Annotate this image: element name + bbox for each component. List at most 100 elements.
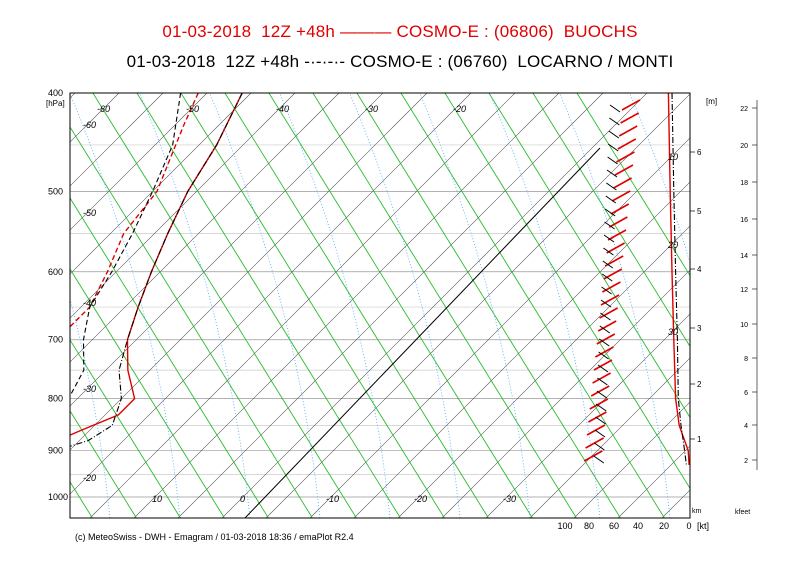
isotherm-label: -60 bbox=[97, 104, 110, 114]
height-tick-label: 5 bbox=[697, 207, 702, 216]
kfeet-tick-label: 18 bbox=[740, 180, 748, 187]
wind-barb-red bbox=[600, 294, 620, 306]
isotherm-label: -20 bbox=[83, 473, 96, 483]
isotherm-label: -50 bbox=[186, 104, 199, 114]
wind-barb-red bbox=[599, 307, 618, 319]
dry-adiabat-line bbox=[224, 93, 489, 518]
height-tick-label: 6 bbox=[697, 148, 702, 157]
wind-scale-label: 20 bbox=[667, 240, 678, 250]
wind-barb-red bbox=[606, 242, 625, 254]
wind-scale-label: 30 bbox=[668, 327, 678, 337]
height-tick-label: 3 bbox=[697, 324, 702, 333]
isotherm-line bbox=[441, 269, 690, 518]
isotherm-line bbox=[573, 401, 690, 518]
isotherm-label: -50 bbox=[83, 208, 96, 218]
wind-barb-black bbox=[593, 455, 605, 464]
kfeet-tick-label: 20 bbox=[740, 143, 748, 150]
wind-tick-label: 0 bbox=[686, 521, 691, 531]
wind-barb-black bbox=[598, 338, 610, 347]
kfeet-tick-label: 8 bbox=[744, 356, 748, 363]
moist-adiabat-line bbox=[489, 93, 601, 518]
series-line-1 bbox=[70, 93, 199, 328]
wind-barb-black bbox=[600, 312, 611, 321]
pressure-unit-label: [hPa] bbox=[46, 99, 65, 108]
wind-barb-red bbox=[613, 177, 632, 189]
temperature-tick-label: 0 bbox=[240, 494, 245, 504]
isotherm-line bbox=[0, 34, 90, 539]
wind-barb-black bbox=[607, 143, 619, 152]
isotherm-line bbox=[70, 93, 76, 99]
footer-credit: (c) MeteoSwiss - DWH - Emagram / 01-03-2… bbox=[75, 532, 354, 542]
wind-tick-label: 40 bbox=[633, 521, 643, 531]
wind-barb-red bbox=[617, 138, 637, 150]
wind-barb-red bbox=[595, 346, 614, 358]
wind-barb-red bbox=[611, 190, 631, 202]
height-tick-label: 2 bbox=[697, 380, 702, 389]
wind-barb-black bbox=[596, 390, 608, 399]
pressure-tick-label: 1000 bbox=[48, 492, 68, 502]
wind-scale-label: 10 bbox=[668, 152, 678, 162]
dry-adiabat-line bbox=[312, 93, 577, 518]
isotherm-line bbox=[70, 93, 252, 275]
temperature-tick-label: -30 bbox=[503, 494, 516, 504]
height-km-label: km bbox=[692, 508, 702, 515]
dry-adiabat-line bbox=[70, 126, 313, 518]
series-line-2 bbox=[70, 93, 243, 447]
wind-barb-red bbox=[618, 125, 638, 137]
wind-barb-black bbox=[607, 156, 618, 165]
isotherm-label: -60 bbox=[83, 120, 96, 130]
isotherm-line bbox=[133, 93, 560, 518]
isotherm-line bbox=[0, 34, 46, 539]
isotherm-line bbox=[70, 93, 384, 407]
wind-barb-red bbox=[610, 203, 630, 215]
plot-frame bbox=[69, 92, 691, 519]
wind-barb-red bbox=[596, 333, 616, 345]
wind-barb-red bbox=[593, 359, 613, 371]
height-tick-label: 4 bbox=[697, 265, 702, 274]
wind-barb-red bbox=[597, 320, 617, 332]
wind-barb-red bbox=[586, 424, 606, 436]
wind-barb-red bbox=[588, 411, 607, 423]
wind-barb-black bbox=[600, 299, 612, 308]
dry-adiabat-line bbox=[356, 93, 621, 518]
isotherm-label: -30 bbox=[83, 384, 96, 394]
series-line-5 bbox=[671, 93, 687, 466]
pressure-tick-label: 800 bbox=[48, 394, 63, 404]
isotherm-line bbox=[70, 93, 472, 495]
kfeet-tick-label: 10 bbox=[740, 322, 748, 329]
wind-tick-label: 100 bbox=[557, 521, 572, 531]
dry-adiabat-line bbox=[576, 93, 690, 277]
wind-barb-black bbox=[603, 234, 615, 243]
wind-barb-red bbox=[607, 229, 627, 241]
kfeet-tick-label: 16 bbox=[740, 217, 748, 224]
isotherm-label: -20 bbox=[453, 104, 466, 114]
wind-barb-red bbox=[616, 151, 635, 163]
dry-adiabat-line bbox=[136, 93, 401, 518]
kfeet-tick-label: 2 bbox=[744, 458, 748, 465]
wind-barb-black bbox=[609, 117, 620, 126]
height-unit-label: [m] bbox=[706, 97, 717, 106]
kfeet-tick-label: 22 bbox=[740, 106, 748, 113]
isotherm-label: -30 bbox=[365, 104, 378, 114]
wind-barb-black bbox=[604, 221, 615, 230]
isotherm-line bbox=[397, 225, 690, 518]
wind-barb-black bbox=[601, 286, 612, 295]
isotherm-line bbox=[177, 93, 604, 518]
dry-adiabat-line bbox=[0, 0, 23, 548]
series-line-0 bbox=[70, 93, 243, 436]
wind-barb-black bbox=[604, 208, 616, 217]
dry-adiabat-line bbox=[400, 93, 665, 518]
isotherm-line bbox=[485, 313, 690, 518]
moist-adiabat-line bbox=[0, 38, 40, 518]
pressure-tick-label: 400 bbox=[48, 88, 63, 98]
kfeet-unit-label: kfeet bbox=[735, 509, 750, 516]
wind-barb-black bbox=[597, 364, 609, 373]
isotherm-label: -40 bbox=[276, 104, 289, 114]
dry-adiabat-line bbox=[92, 93, 357, 518]
plot-area bbox=[0, 0, 690, 548]
wind-barb-black bbox=[594, 442, 605, 451]
kfeet-tick-label: 4 bbox=[744, 423, 748, 430]
wind-barb-black bbox=[601, 273, 613, 282]
dry-adiabat-line bbox=[444, 93, 690, 490]
dry-adiabat-line bbox=[532, 93, 690, 348]
